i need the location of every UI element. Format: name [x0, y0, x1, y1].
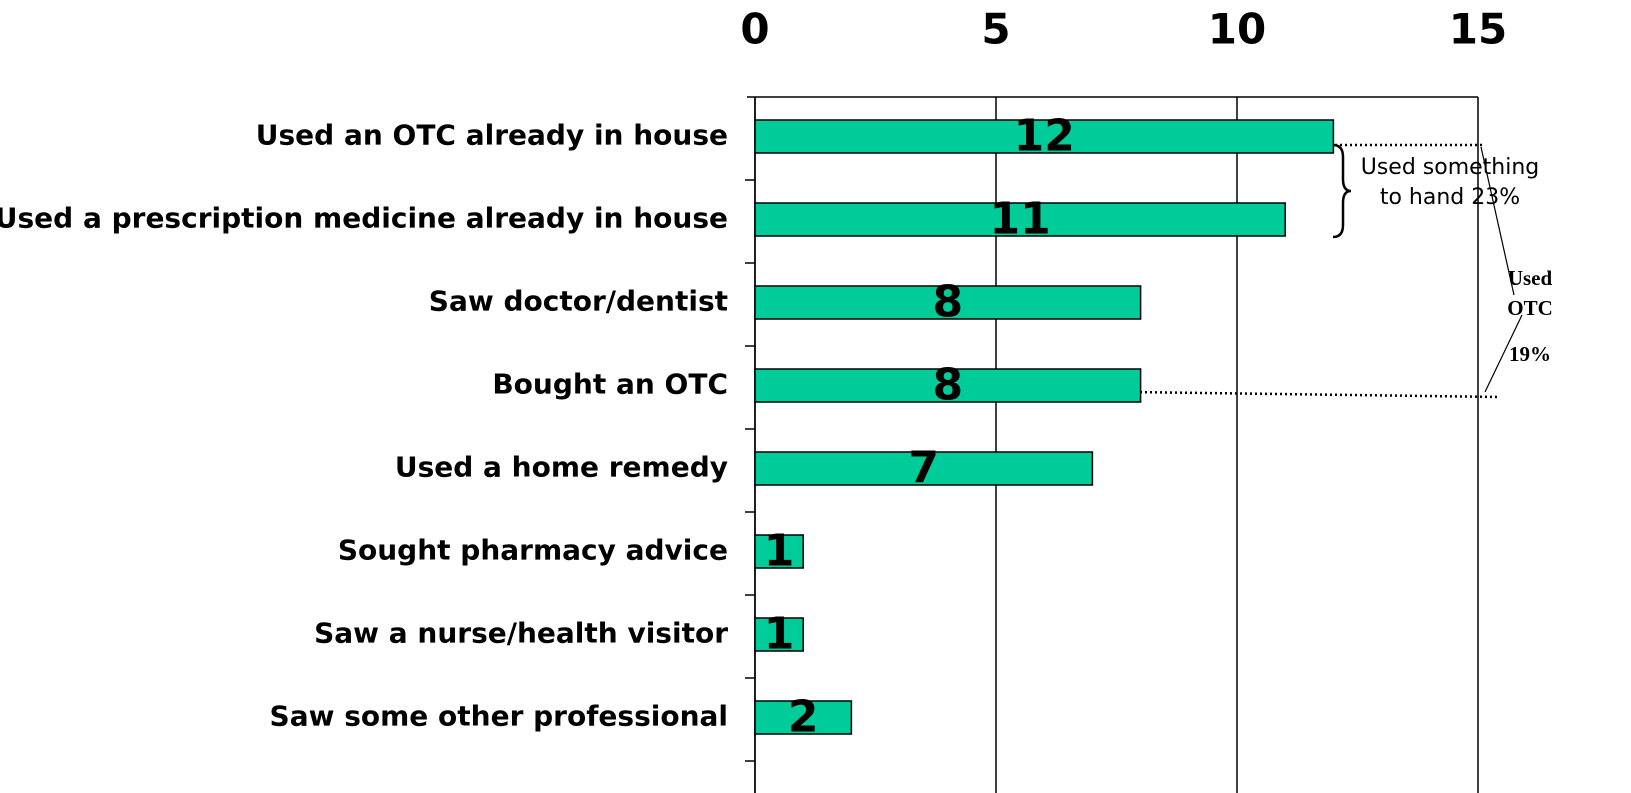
- annotation: OTC: [1507, 296, 1553, 320]
- data-label: 8: [932, 360, 963, 411]
- y-tick-label: Bought an OTC: [492, 368, 728, 401]
- y-tick-label: Saw some other professional: [270, 700, 728, 733]
- bar: [754, 119, 1335, 154]
- data-label: 12: [1014, 111, 1075, 162]
- data-label: 11: [989, 194, 1050, 245]
- x-tick-label: 0: [740, 5, 769, 54]
- y-tick-label: Used a prescription medicine already in …: [0, 202, 728, 235]
- annotation: Used something: [1361, 155, 1540, 180]
- data-label: 8: [932, 277, 963, 328]
- bar: [754, 700, 853, 735]
- brace: [1332, 143, 1352, 239]
- annotation: 19%: [1509, 342, 1551, 366]
- y-tick-label: Saw doctor/dentist: [429, 285, 728, 318]
- x-tick-label: 5: [981, 5, 1010, 54]
- x-tick-label: 10: [1208, 5, 1266, 54]
- bar: [754, 368, 1142, 403]
- dotted-line: [1129, 390, 1501, 399]
- leader-line: [1480, 146, 1515, 296]
- data-label: 7: [908, 443, 939, 494]
- x-tick-label: 15: [1449, 5, 1507, 54]
- bar: [754, 285, 1142, 320]
- y-tick-label: Saw a nurse/health visitor: [314, 617, 728, 650]
- data-label: 1: [764, 609, 795, 660]
- data-label: 1: [764, 526, 795, 577]
- bar: [754, 534, 804, 569]
- y-tick-label: Sought pharmacy advice: [338, 534, 728, 567]
- y-tick-label: Used a home remedy: [395, 451, 728, 484]
- annotation: Used: [1508, 266, 1553, 290]
- bar: [754, 202, 1286, 237]
- data-label: 2: [788, 692, 819, 743]
- bar: [754, 617, 804, 652]
- leader-line: [1484, 314, 1523, 393]
- annotation: to hand 23%: [1380, 185, 1520, 210]
- bar: [754, 451, 1094, 486]
- y-tick-label: Used an OTC already in house: [256, 119, 728, 152]
